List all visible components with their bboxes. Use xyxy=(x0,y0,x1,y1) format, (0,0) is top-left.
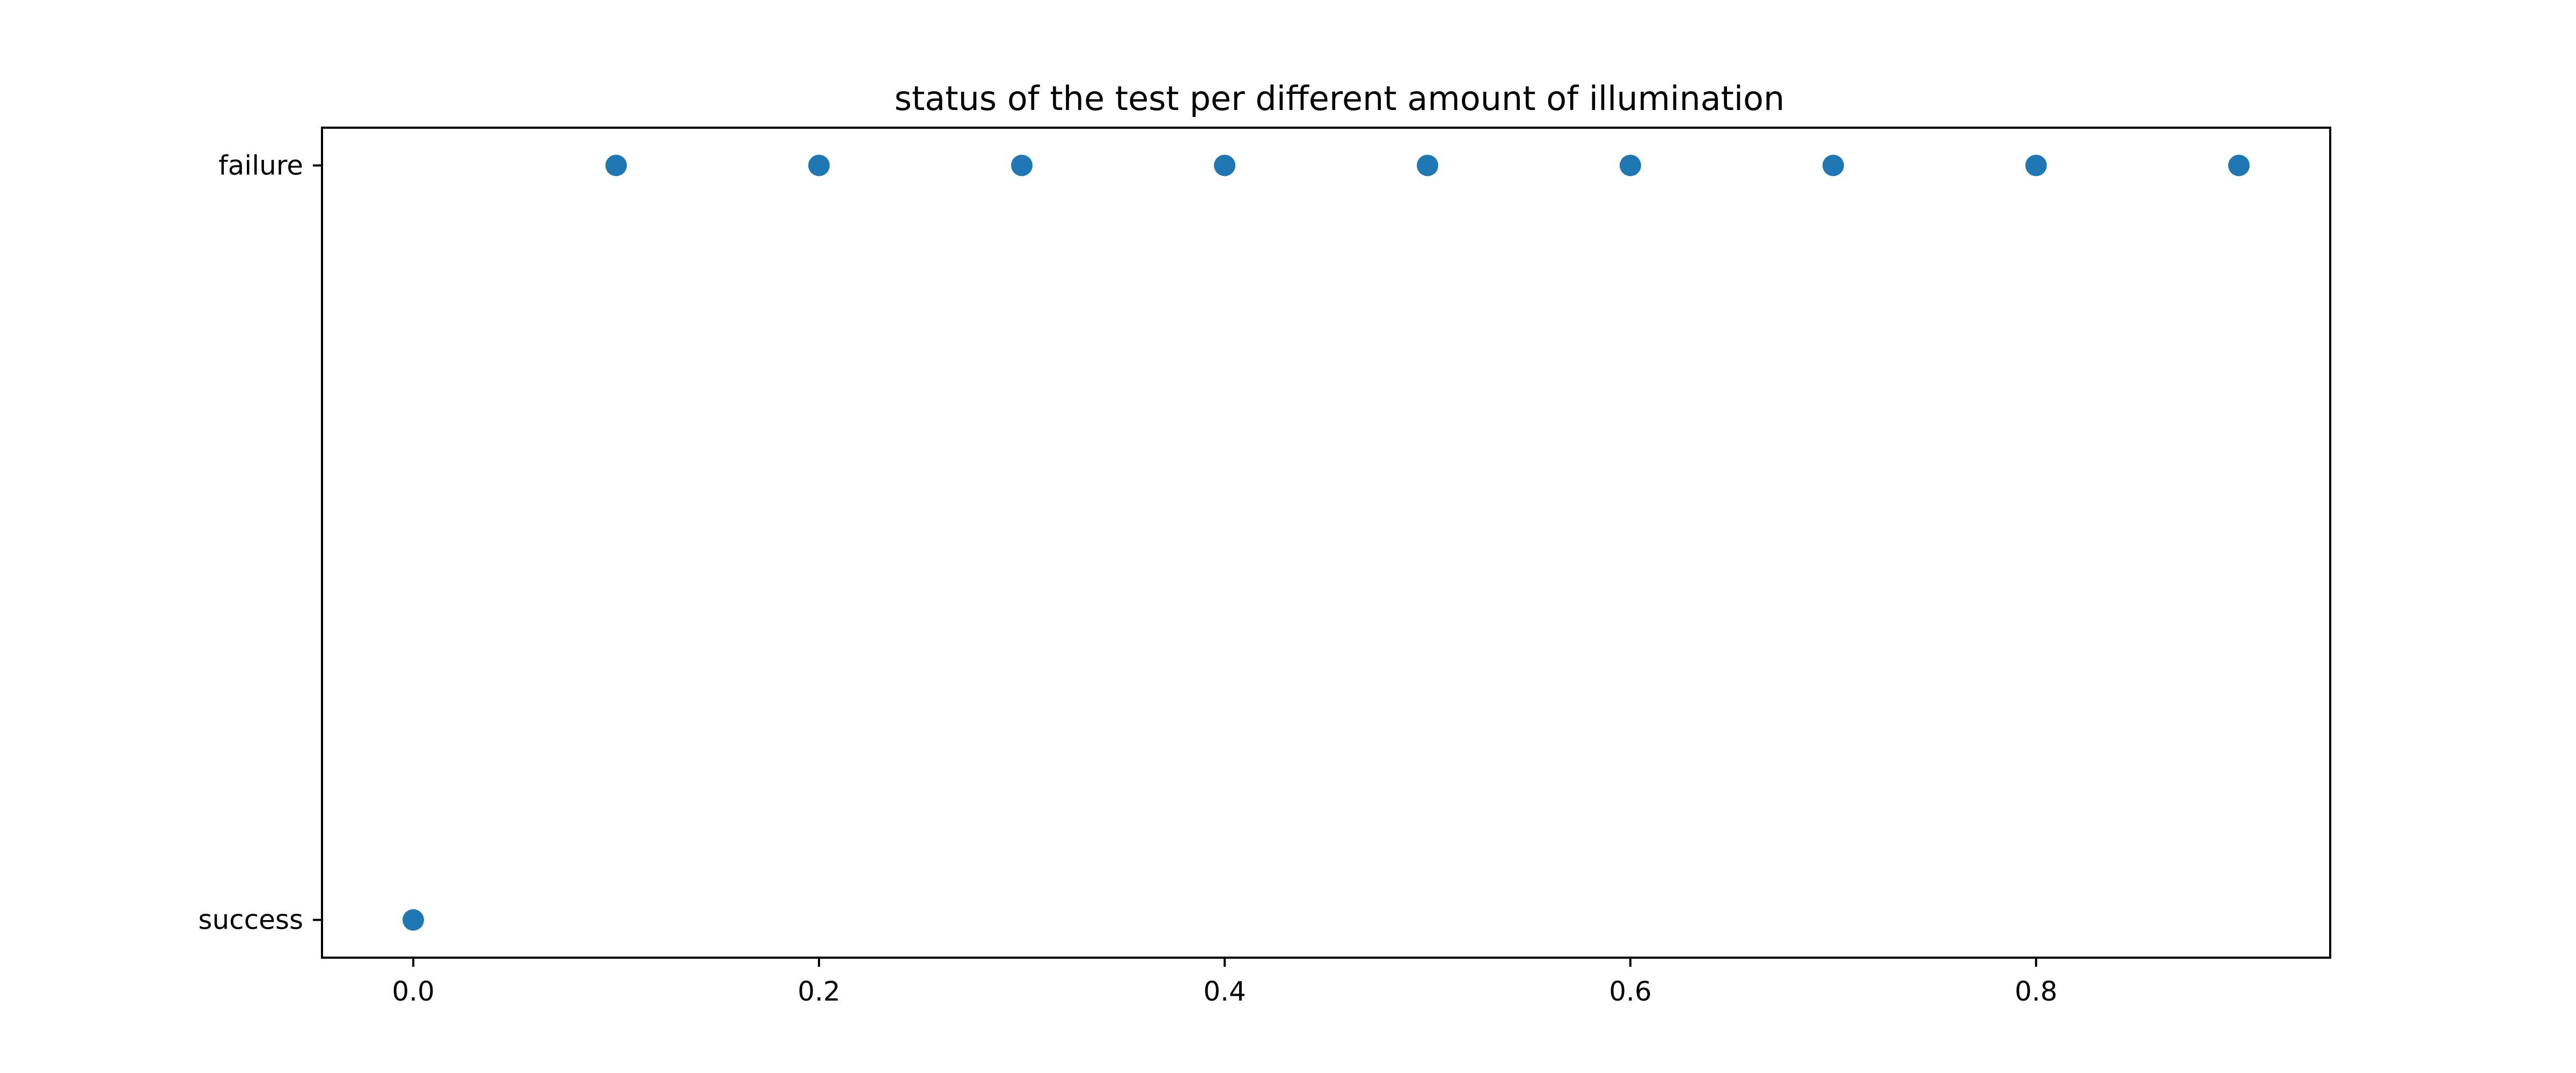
data-point xyxy=(605,155,627,177)
data-point xyxy=(1619,155,1641,177)
data-point xyxy=(1822,155,1844,177)
x-tick-label: 0.8 xyxy=(2015,976,2058,1007)
data-points xyxy=(402,155,2250,931)
data-point xyxy=(1214,155,1236,177)
x-tick-label: 0.2 xyxy=(797,976,840,1007)
chart-title: status of the test per different amount … xyxy=(895,79,1785,118)
x-tick-label: 0.6 xyxy=(1609,976,1652,1007)
x-tick-label: 0.0 xyxy=(392,976,435,1007)
plot-area: 0.0 0.2 0.4 0.6 0.8 success failure xyxy=(198,127,2331,1007)
y-tick-label: failure xyxy=(218,150,303,181)
data-point xyxy=(1416,155,1438,177)
data-point xyxy=(808,155,830,177)
data-point xyxy=(1011,155,1033,177)
x-tick-label: 0.4 xyxy=(1203,976,1246,1007)
data-point xyxy=(2025,155,2047,177)
axes-frame xyxy=(321,127,2331,959)
data-point xyxy=(402,909,425,931)
data-point xyxy=(2228,155,2250,177)
y-tick-label: success xyxy=(198,905,303,936)
